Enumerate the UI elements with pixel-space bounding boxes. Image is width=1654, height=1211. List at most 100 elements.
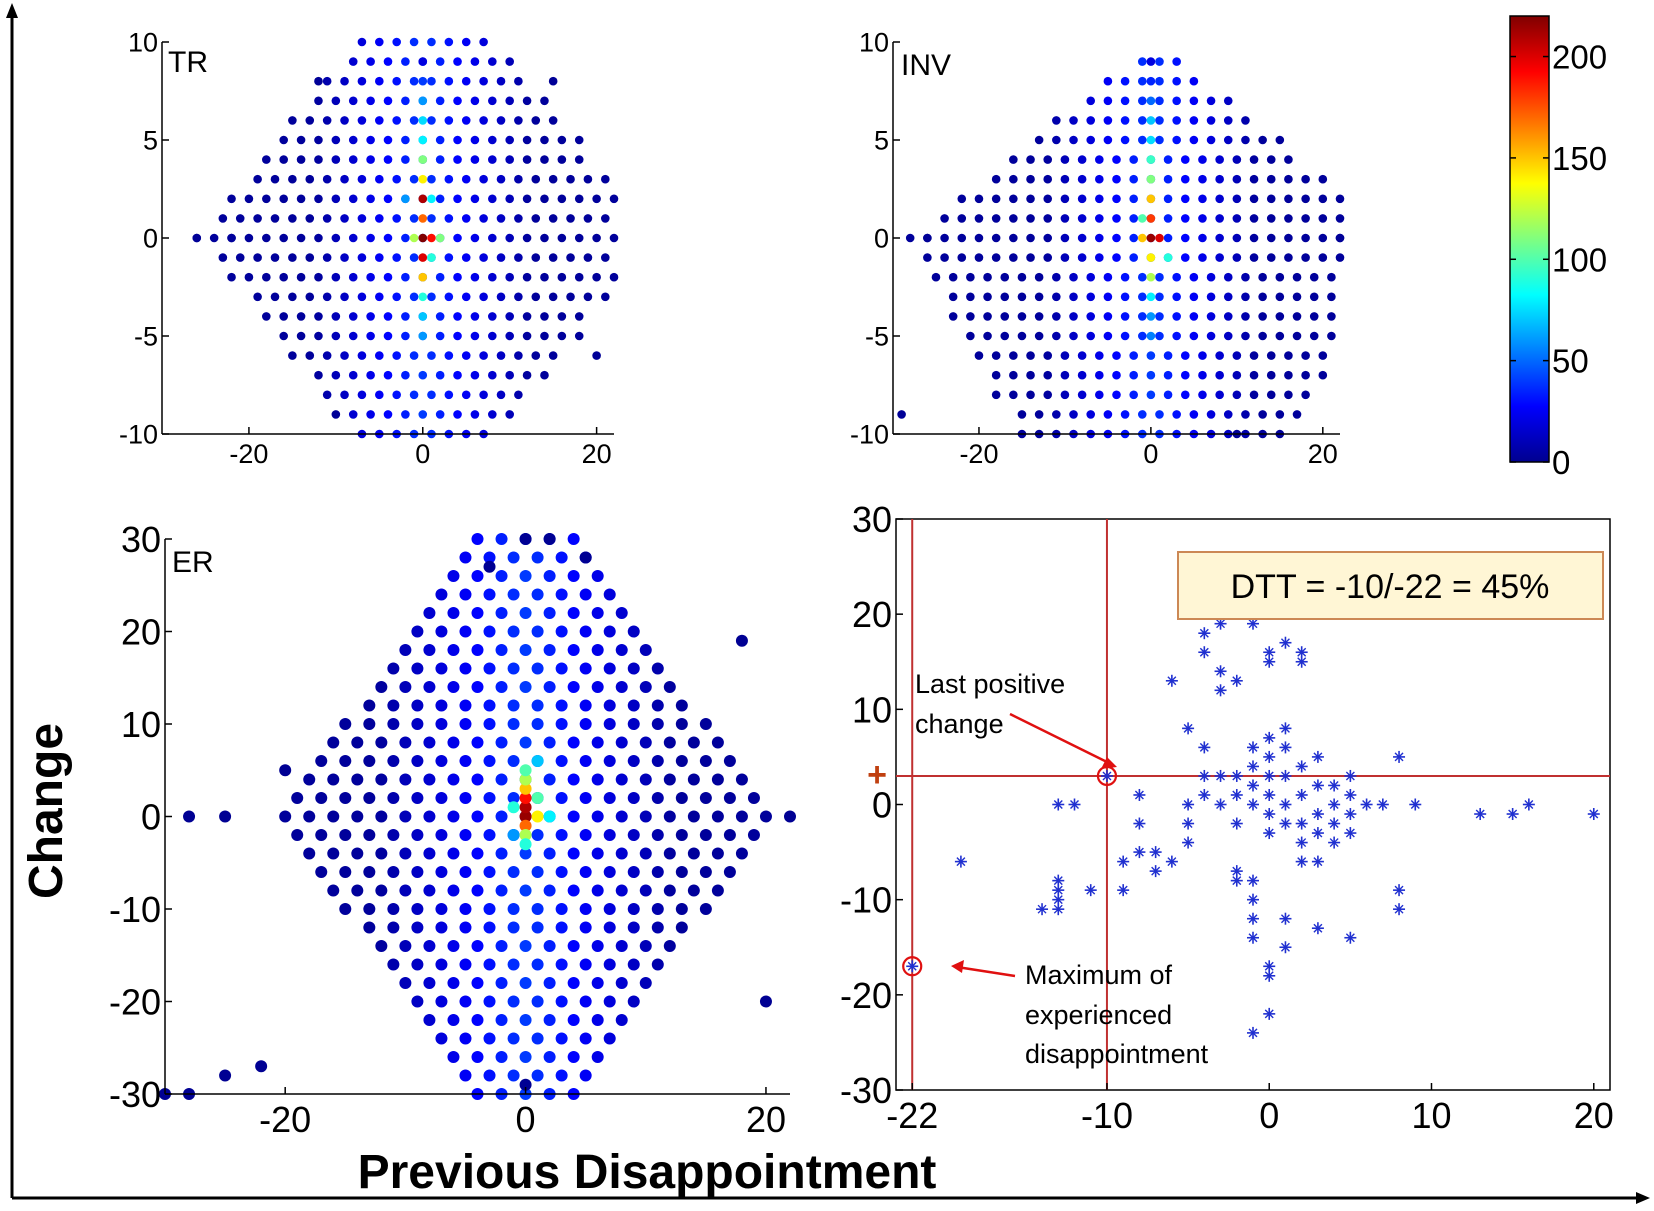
er-ytick-label: 30 <box>121 519 161 560</box>
inv-point <box>1163 253 1173 262</box>
er-point <box>519 773 532 786</box>
tr-ytick-label: -10 <box>119 420 158 450</box>
inv-point <box>1172 312 1181 321</box>
tr-point <box>435 155 445 164</box>
tr-point <box>566 214 575 223</box>
er-point <box>507 1069 520 1082</box>
tr-point <box>262 155 271 164</box>
er-point <box>483 958 496 971</box>
er-point <box>699 755 712 767</box>
tr-point <box>444 76 454 86</box>
inv-point <box>1258 312 1267 321</box>
inv-point <box>1241 312 1250 321</box>
max-label-line3: disappointment <box>1025 1039 1209 1069</box>
tr-point <box>609 233 619 243</box>
inv-ytick-label: -10 <box>850 420 889 450</box>
tr-point <box>262 272 271 282</box>
er-point <box>555 755 568 767</box>
er-panel: -20 0 20 30 20 10 0 -10 -20 -30 ER <box>109 519 796 1140</box>
tr-point <box>288 253 297 262</box>
tr-point <box>427 174 436 184</box>
max-arrowhead <box>951 960 964 973</box>
tr-point <box>366 194 375 204</box>
tr-point <box>296 135 306 145</box>
inv-point <box>1266 253 1276 262</box>
tr-point <box>418 76 428 86</box>
er-point <box>579 1069 592 1082</box>
er-point <box>411 718 424 730</box>
er-point <box>555 995 568 1008</box>
tr-point <box>340 253 349 262</box>
tr-point <box>409 76 419 86</box>
tr-point <box>514 292 523 302</box>
individual-reference-lines <box>896 519 1610 1090</box>
tr-point <box>262 312 271 321</box>
inv-point <box>1327 312 1336 321</box>
er-point <box>507 662 520 675</box>
inv-point <box>1095 233 1104 243</box>
tr-point <box>427 116 436 125</box>
er-point <box>519 810 532 823</box>
tr-point <box>279 135 288 145</box>
inv-point <box>1223 116 1233 125</box>
inv-point <box>1284 253 1293 262</box>
individual-ytick-label: 0 <box>872 784 892 825</box>
individual-point <box>1295 817 1308 830</box>
inv-point <box>1232 194 1242 204</box>
tr-point <box>383 194 393 204</box>
er-point <box>531 551 544 564</box>
er-point <box>495 607 508 619</box>
er-point <box>351 884 364 897</box>
er-point <box>627 903 640 915</box>
tr-point <box>444 253 454 262</box>
individual-point <box>1393 903 1406 916</box>
tr-point <box>383 57 393 66</box>
er-point <box>567 607 580 619</box>
inv-point <box>1206 96 1216 106</box>
er-point <box>423 1014 436 1026</box>
tr-point <box>270 253 280 262</box>
er-point <box>615 607 628 619</box>
er-point <box>483 995 496 1008</box>
er-point <box>435 699 448 712</box>
inv-point <box>1026 253 1035 262</box>
er-point <box>507 1032 520 1045</box>
er-point <box>711 736 724 749</box>
individual-ytick-label: 30 <box>852 499 892 540</box>
er-point <box>615 1014 628 1026</box>
tr-point <box>531 292 541 302</box>
last-positive-label-line2: change <box>915 709 1004 739</box>
er-point <box>579 903 592 915</box>
inv-point <box>1120 272 1130 282</box>
er-point <box>591 644 604 656</box>
er-point <box>303 810 316 823</box>
inv-point <box>1103 96 1113 106</box>
er-point <box>339 903 352 915</box>
er-point <box>543 533 556 545</box>
inv-point <box>1146 253 1156 262</box>
er-point <box>531 995 544 1008</box>
tr-point <box>305 174 315 184</box>
tr-point <box>514 253 523 262</box>
tr-point <box>409 174 419 184</box>
er-point <box>603 699 616 712</box>
tr-point <box>444 116 454 125</box>
inv-ytick-label: 5 <box>874 126 889 156</box>
inv-point <box>1180 370 1190 380</box>
inv-point <box>940 214 949 223</box>
inv-point <box>1223 96 1233 106</box>
inv-point <box>1223 331 1233 341</box>
tr-point <box>296 155 306 164</box>
tr-point <box>427 253 436 262</box>
er-point <box>183 810 196 823</box>
er-point <box>567 884 580 897</box>
individual-point <box>1279 912 1292 925</box>
tr-point <box>375 76 384 86</box>
er-point <box>555 958 568 971</box>
inv-point <box>1112 390 1121 400</box>
individual-point <box>1522 798 1535 811</box>
er-point <box>531 829 544 841</box>
inv-point <box>1189 76 1199 86</box>
er-point <box>639 940 652 952</box>
tr-point <box>514 351 523 360</box>
